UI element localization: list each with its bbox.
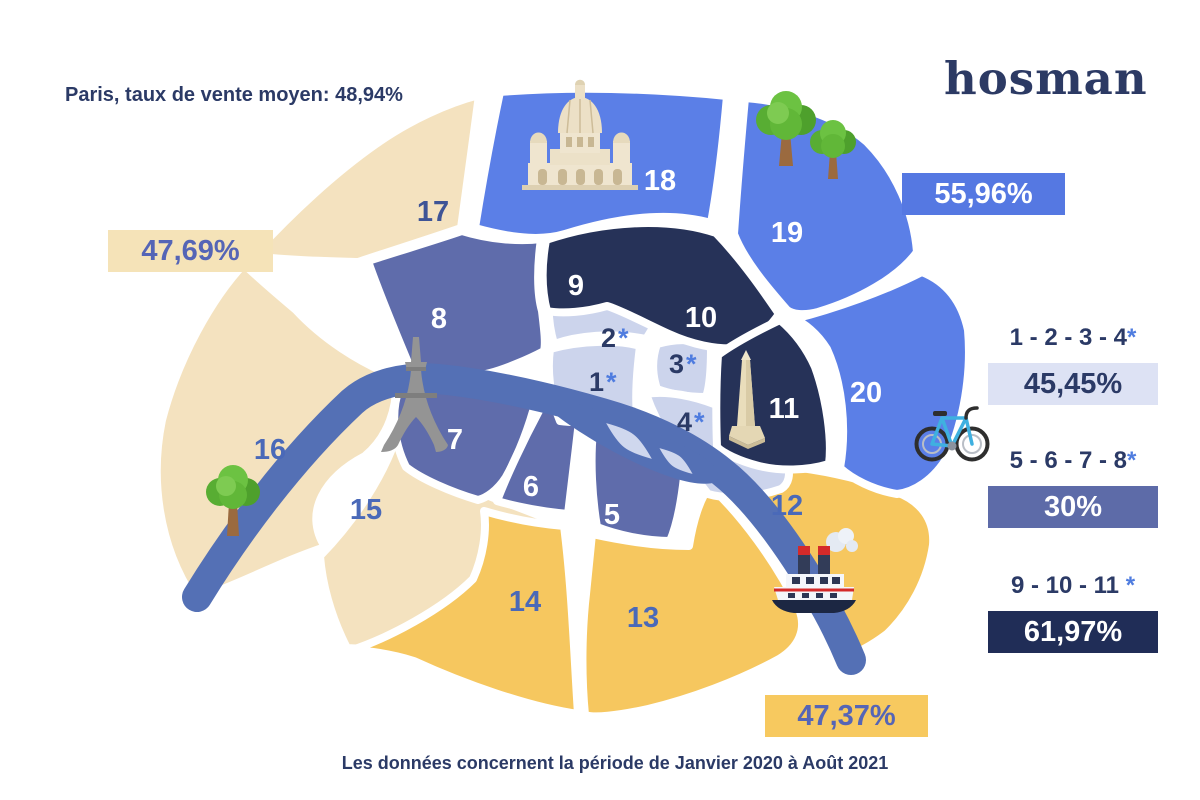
legend-districts-central: 1 - 2 - 3 - 4: [1009, 324, 1128, 351]
tree-icon: [206, 465, 260, 536]
legend-value-central: 45,45%: [988, 363, 1158, 405]
legend-label-west-bank: 5 - 6 - 7 - 8*: [988, 447, 1158, 475]
district-13-shape: [578, 482, 807, 721]
legend-value-east: 61,97%: [988, 611, 1158, 653]
district-label-14: 14: [509, 586, 541, 618]
district-label-4: 4: [677, 407, 692, 437]
district-label-10: 10: [685, 302, 717, 334]
district-label-9: 9: [568, 270, 584, 302]
legend-asterisk-east: *: [1125, 572, 1136, 599]
district-label-19: 19: [771, 217, 803, 249]
legend-item-east: 9 - 10 - 11 * 61,97%: [988, 572, 1158, 653]
district-label-1: 1: [589, 367, 604, 397]
district-16-shape: [152, 260, 401, 603]
district-label-13: 13: [627, 602, 659, 634]
trees-icon: [756, 91, 856, 179]
page-title: Paris, taux de vente moyen: 48,94%: [65, 84, 403, 106]
district-label-11: 11: [769, 393, 800, 425]
footnote: Les données concernent la période de Jan…: [341, 753, 889, 773]
district-label-15: 15: [350, 494, 382, 526]
district-label-5: 5: [604, 499, 620, 531]
district-label-2: 2: [601, 323, 616, 353]
legend-label-east: 9 - 10 - 11 *: [988, 572, 1158, 600]
district-label-12: 12: [771, 490, 803, 522]
callout-west-rate: 47,69%: [108, 230, 273, 272]
district-asterisk-1: *: [606, 367, 617, 397]
district-label-3: 3: [669, 349, 684, 379]
district-label-16: 16: [254, 434, 286, 466]
district-17-shape: [248, 91, 483, 266]
legend-label-central: 1 - 2 - 3 - 4*: [988, 324, 1158, 352]
district-shapes: [152, 84, 973, 721]
district-asterisk-4: *: [694, 407, 705, 437]
sacre-coeur-icon: [522, 79, 638, 190]
legend-value-west-bank: 30%: [988, 486, 1158, 528]
district-label-17: 17: [417, 196, 449, 228]
district-label-6: 6: [523, 471, 539, 503]
legend-asterisk-central: *: [1127, 324, 1137, 351]
district-label-8: 8: [431, 303, 447, 335]
boat-icon: [772, 528, 858, 613]
legend-asterisk-west-bank: *: [1127, 447, 1137, 474]
bicycle-icon: [914, 406, 990, 462]
ile-saint-louis-island: [659, 448, 693, 474]
district-label-20: 20: [850, 377, 882, 409]
legend-districts-west-bank: 5 - 6 - 7 - 8: [1009, 447, 1128, 474]
map-icons: [206, 79, 990, 613]
legend-districts-east: 9 - 10 - 11: [1010, 572, 1126, 599]
district-labels: 1 * 2 * 3 * 4 * 5 6 7 8 9 10 11 12 13 14…: [254, 165, 882, 634]
ile-de-la-cite-island: [606, 423, 652, 459]
eiffel-tower-icon: [381, 337, 448, 452]
district-8-shape: [364, 227, 549, 384]
district-asterisk-3: *: [686, 349, 697, 379]
legend-item-west-bank: 5 - 6 - 7 - 8* 30%: [988, 447, 1158, 528]
district-14-shape: [348, 507, 582, 718]
legend-item-central: 1 - 2 - 3 - 4* 45,45%: [988, 324, 1158, 405]
district-asterisk-2: *: [618, 323, 629, 353]
callout-northeast-rate: 55,96%: [902, 173, 1065, 215]
district-label-7: 7: [447, 424, 463, 456]
hosman-logo: hosman: [944, 52, 1148, 105]
obelisk-icon: [729, 350, 765, 449]
callout-south-rate: 47,37%: [765, 695, 928, 737]
district-label-18: 18: [644, 165, 676, 197]
